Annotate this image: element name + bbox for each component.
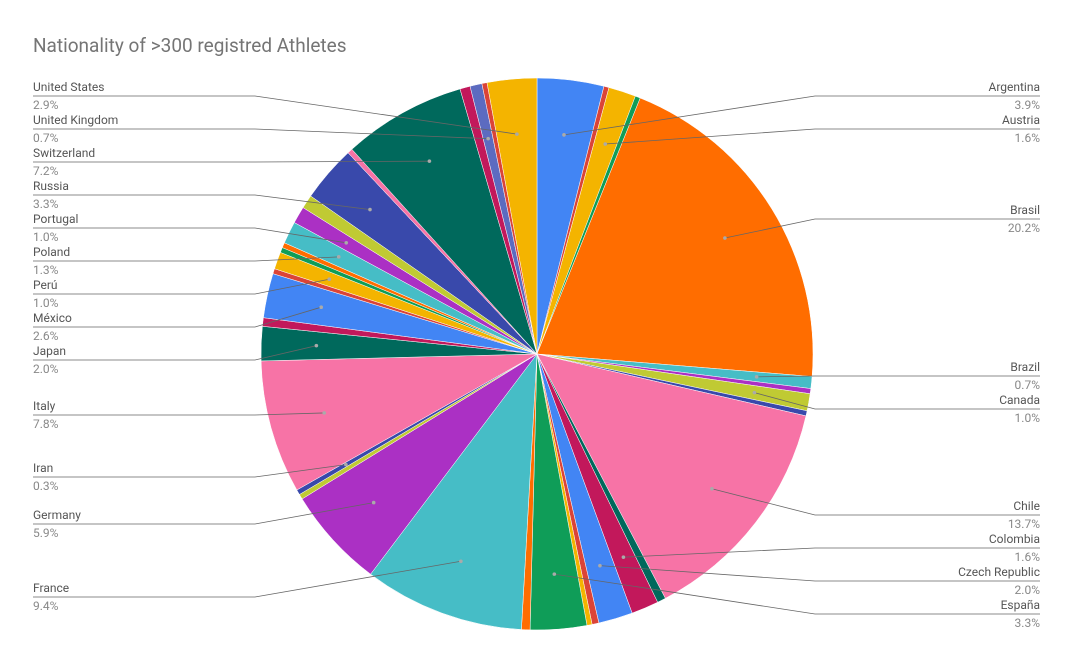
- slice-value-label: 1.0%: [33, 230, 59, 244]
- leader-line: [605, 128, 1040, 145]
- leader-line: [599, 565, 1040, 582]
- slice-label: Czech Republic: [958, 565, 1040, 579]
- slice-value-label: 0.7%: [33, 131, 59, 145]
- chart-title: Nationality of >300 registred Athletes: [33, 34, 347, 57]
- slice-label: Germany: [33, 508, 81, 522]
- slice-value-label: 1.6%: [1015, 131, 1041, 145]
- slice-label: Switzerland: [33, 146, 95, 160]
- slice-value-label: 3.3%: [1015, 616, 1041, 630]
- leader-line: [33, 160, 430, 163]
- slice-label: Poland: [33, 245, 70, 259]
- slice-value-label: 3.9%: [1015, 98, 1041, 112]
- slice-label: Argentina: [988, 80, 1040, 94]
- leader-dot: [322, 411, 327, 415]
- leader-dot: [336, 255, 341, 259]
- slice-label: Perú: [33, 278, 58, 292]
- slice-label: France: [33, 581, 69, 595]
- pie-slice: [486, 77, 538, 355]
- slice-value-label: 20.2%: [1008, 221, 1040, 235]
- leader-line: [33, 345, 317, 361]
- leader-line: [33, 194, 371, 210]
- leader-dot: [427, 159, 432, 163]
- leader-dot: [371, 500, 376, 505]
- leader-line: [554, 573, 1040, 615]
- slice-label: Austria: [1002, 113, 1040, 127]
- leader-dot: [723, 236, 727, 240]
- slice-value-label: 2.0%: [33, 362, 59, 376]
- slice-value-label: 2.6%: [33, 329, 59, 343]
- slice-label: Canada: [999, 393, 1040, 407]
- leader-dot: [486, 136, 490, 141]
- leader-dot: [344, 462, 348, 467]
- leader-line: [754, 392, 1040, 410]
- leader-dot: [552, 572, 557, 576]
- leader-line: [33, 560, 461, 598]
- leader-dot: [754, 375, 759, 379]
- slice-value-label: 7.2%: [33, 164, 59, 178]
- leader-line: [33, 128, 489, 140]
- leader-line: [711, 488, 1040, 516]
- leader-line: [724, 218, 1040, 239]
- leader-dot: [752, 390, 757, 395]
- leader-dot: [515, 132, 519, 136]
- leader-line: [33, 502, 374, 525]
- slice-label: Russia: [33, 179, 69, 193]
- leader-dot: [327, 277, 332, 282]
- leader-line: [33, 227, 347, 244]
- slice-value-label: 9.4%: [33, 599, 59, 613]
- slice-value-label: 1.0%: [33, 296, 59, 310]
- slice-value-label: 1.0%: [1015, 411, 1041, 425]
- leader-line: [33, 256, 339, 262]
- pie-slice: [260, 353, 538, 491]
- leader-dot: [598, 563, 602, 568]
- leader-dot: [459, 559, 463, 564]
- leader-dot: [603, 142, 608, 146]
- pie-slice: [351, 88, 538, 355]
- slice-value-label: 5.9%: [33, 526, 59, 540]
- pie-slice: [536, 353, 807, 599]
- slice-value-label: 13.7%: [1008, 517, 1040, 531]
- slice-value-label: 2.9%: [33, 98, 59, 112]
- slice-label: United Kingdom: [33, 113, 118, 127]
- leader-dot: [621, 555, 626, 559]
- leader-line: [563, 95, 1040, 136]
- slice-label: Japan: [33, 344, 66, 358]
- slice-label: Portugal: [33, 212, 78, 226]
- slice-label: España: [1001, 598, 1040, 612]
- slice-value-label: 3.3%: [33, 197, 59, 211]
- slice-label: Chile: [1013, 499, 1040, 513]
- leader-dot: [562, 133, 566, 137]
- slice-value-label: 0.7%: [1015, 378, 1041, 392]
- leader-line: [33, 95, 517, 135]
- slice-value-label: 1.3%: [33, 263, 59, 277]
- slice-label: Brasil: [1010, 203, 1040, 217]
- slice-label: México: [33, 311, 72, 325]
- slice-value-label: 1.6%: [1015, 550, 1041, 564]
- pie-slice: [536, 97, 814, 377]
- leader-dot: [710, 486, 714, 491]
- leader-dot: [344, 241, 349, 245]
- leader-line: [33, 412, 325, 416]
- leader-dot: [319, 305, 324, 309]
- slice-value-label: 2.0%: [1015, 583, 1041, 597]
- leader-dot: [368, 207, 372, 212]
- slice-label: Italy: [33, 399, 56, 413]
- leader-dot: [314, 343, 319, 348]
- leader-line: [33, 464, 346, 478]
- leader-line: [756, 375, 1040, 378]
- slice-label: Colombia: [989, 532, 1040, 546]
- slice-label: United States: [33, 80, 104, 94]
- leader-line: [623, 547, 1040, 558]
- slice-value-label: 0.3%: [33, 479, 59, 493]
- slice-value-label: 7.8%: [33, 417, 59, 431]
- pie-slice: [370, 353, 538, 630]
- leader-line: [33, 306, 322, 328]
- slice-label: Iran: [33, 461, 53, 475]
- slice-label: Brazil: [1010, 360, 1040, 374]
- leader-line: [33, 278, 330, 295]
